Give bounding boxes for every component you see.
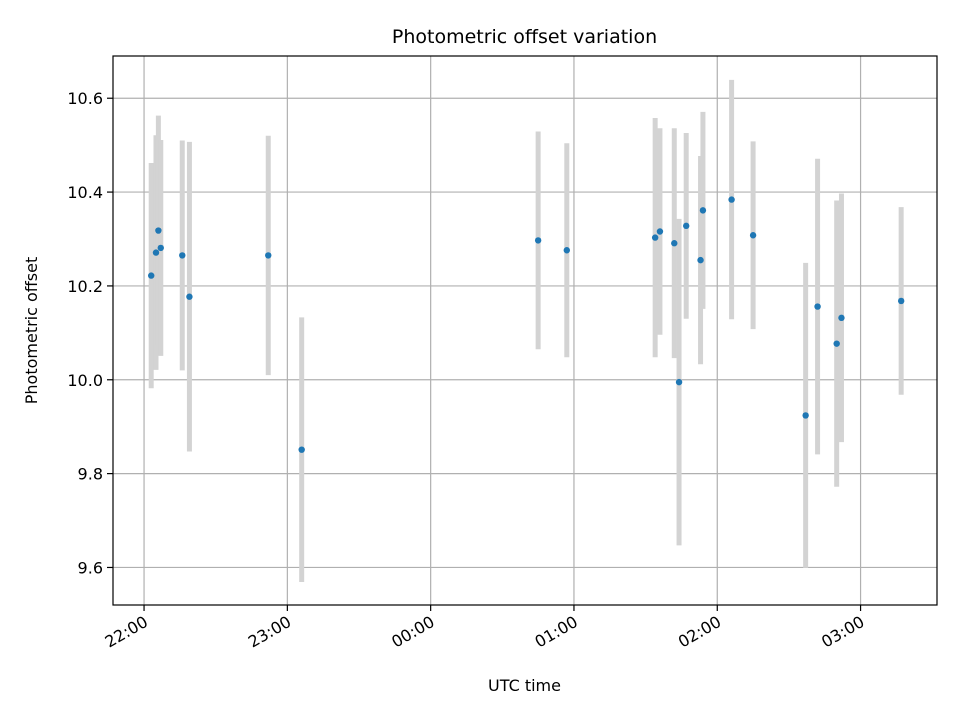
grid-lines [113, 56, 937, 605]
y-tick-label: 10.0 [67, 371, 103, 390]
data-point [563, 247, 570, 254]
data-point [152, 249, 160, 256]
data-point [656, 228, 664, 235]
data-point [814, 303, 821, 310]
data-point [186, 293, 193, 300]
plot-frame [112, 55, 938, 606]
data-point [838, 314, 845, 322]
data-point [157, 244, 164, 252]
data-points [148, 196, 905, 453]
data-point [675, 378, 683, 386]
data-point [298, 446, 305, 453]
y-tick-label: 10.6 [67, 89, 103, 108]
data-point [728, 196, 735, 203]
data-point [179, 252, 186, 259]
data-point [265, 252, 272, 259]
data-point [697, 256, 704, 264]
data-point [534, 237, 542, 244]
x-axis-label: UTC time [488, 676, 561, 695]
data-point [155, 227, 162, 234]
data-point [671, 240, 678, 247]
y-axis-ticks: 9.6 9.8 10.0 10.2 10.4 10.6 [67, 89, 113, 577]
data-point [651, 234, 659, 241]
data-point [897, 297, 905, 305]
y-tick-label: 10.2 [67, 277, 103, 296]
data-point [802, 412, 809, 419]
chart-title: Photometric offset variation [392, 26, 657, 48]
data-point [148, 272, 155, 279]
y-tick-label: 10.4 [67, 183, 103, 202]
data-point [833, 340, 840, 347]
y-axis-label: Photometric offset [22, 257, 41, 405]
data-point [683, 222, 690, 230]
data-point [749, 232, 757, 239]
y-tick-label: 9.6 [78, 558, 103, 577]
data-point [699, 207, 707, 214]
y-tick-label: 9.8 [78, 465, 103, 484]
